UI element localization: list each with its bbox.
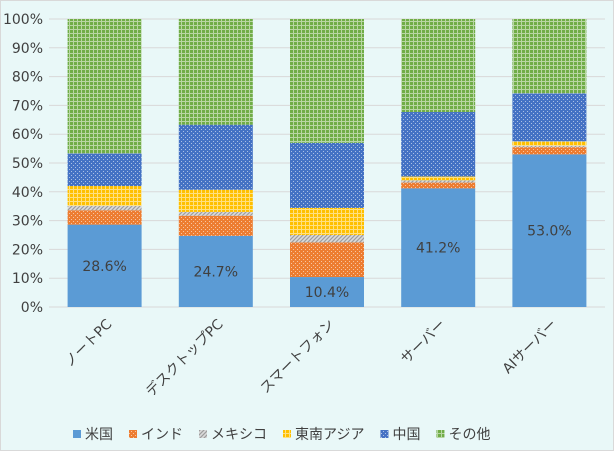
bar-segment bbox=[178, 211, 253, 216]
y-tick-label: 10% bbox=[12, 271, 43, 287]
bar-segment bbox=[401, 182, 476, 189]
bar-segment bbox=[178, 124, 253, 190]
legend: 米国 インド メキシコ 東南アジア 中国 その他 bbox=[73, 427, 490, 443]
legend-swatch bbox=[436, 430, 445, 438]
bar-segment bbox=[512, 141, 587, 146]
bar-segment bbox=[401, 176, 476, 181]
bar-segment bbox=[67, 205, 142, 211]
y-tick-label: 50% bbox=[12, 156, 43, 172]
bars bbox=[67, 19, 587, 307]
legend-swatch bbox=[380, 430, 389, 438]
category-label: ノートPC bbox=[62, 316, 116, 370]
legend-swatch bbox=[199, 430, 207, 438]
data-label: 41.2% bbox=[416, 241, 460, 257]
bar-segment bbox=[67, 153, 142, 187]
data-label: 28.6% bbox=[82, 259, 126, 275]
bar-segment bbox=[290, 19, 364, 143]
legend-label: インド bbox=[141, 427, 183, 443]
y-tick-label: 30% bbox=[12, 214, 43, 230]
bar-segment bbox=[290, 242, 364, 278]
data-label: 53.0% bbox=[527, 224, 571, 240]
data-label: 24.7% bbox=[194, 264, 238, 280]
legend-label: 米国 bbox=[85, 427, 113, 443]
data-labels: 28.6% 24.7% 10.4% 41.2% 53.0% bbox=[82, 224, 571, 301]
bar-segment bbox=[401, 180, 476, 183]
bar-segment bbox=[67, 224, 142, 307]
y-axis-tick-labels: 0% 10% 20% 30% 40% 50% 60% 70% 80% 90% 100% bbox=[3, 12, 43, 316]
bar-segment bbox=[512, 154, 587, 307]
y-tick-label: 80% bbox=[12, 70, 43, 86]
legend-swatch bbox=[129, 430, 137, 438]
bar-segment bbox=[67, 186, 142, 206]
y-tick-label: 70% bbox=[12, 98, 43, 114]
y-tick-label: 20% bbox=[12, 242, 43, 258]
category-label: AIサーバー bbox=[500, 317, 561, 378]
category-labels: ノートPC デスクトップPC スマートフォン サーバー AIサーバー bbox=[62, 316, 561, 400]
category-label: デスクトップPC bbox=[142, 316, 226, 400]
legend-label: 中国 bbox=[392, 427, 420, 443]
legend-label: その他 bbox=[448, 427, 490, 443]
bar-segment bbox=[290, 142, 364, 208]
y-tick-label: 60% bbox=[12, 127, 43, 143]
bar-segment bbox=[67, 19, 142, 154]
bar-segment bbox=[290, 207, 364, 235]
data-label: 10.4% bbox=[305, 285, 349, 301]
bar-segment bbox=[290, 235, 364, 243]
y-tick-label: 40% bbox=[12, 185, 43, 201]
y-tick-label: 90% bbox=[12, 41, 43, 57]
y-tick-label: 0% bbox=[21, 300, 43, 316]
bar-segment bbox=[401, 188, 476, 307]
bar-segment bbox=[178, 215, 253, 236]
bar-segment bbox=[512, 147, 587, 155]
legend-swatch bbox=[283, 430, 291, 438]
bar-segment bbox=[512, 19, 587, 94]
category-label: サーバー bbox=[398, 317, 449, 368]
category-label: スマートフォン bbox=[258, 317, 338, 397]
bar-segment bbox=[290, 277, 364, 307]
legend-label: 東南アジア bbox=[295, 427, 364, 443]
bar-segment bbox=[178, 189, 253, 212]
bar-segment bbox=[178, 235, 253, 307]
legend-swatch bbox=[73, 430, 81, 438]
bar-segment bbox=[512, 93, 587, 142]
bar-segment bbox=[401, 112, 476, 177]
y-tick-label: 100% bbox=[3, 12, 43, 28]
bar-segment bbox=[67, 210, 142, 225]
legend-label: メキシコ bbox=[211, 427, 267, 443]
bar-segment bbox=[512, 145, 587, 148]
bar-segment bbox=[401, 19, 476, 113]
bar-segment bbox=[178, 19, 253, 125]
